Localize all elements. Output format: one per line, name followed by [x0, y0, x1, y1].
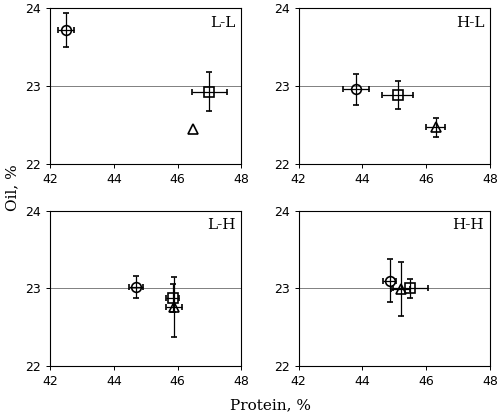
- Text: H-L: H-L: [456, 16, 484, 30]
- Text: L-L: L-L: [210, 16, 236, 30]
- Text: Oil, %: Oil, %: [5, 164, 19, 210]
- Text: L-H: L-H: [207, 218, 236, 232]
- Text: H-H: H-H: [452, 218, 484, 232]
- Text: Protein, %: Protein, %: [230, 398, 310, 412]
